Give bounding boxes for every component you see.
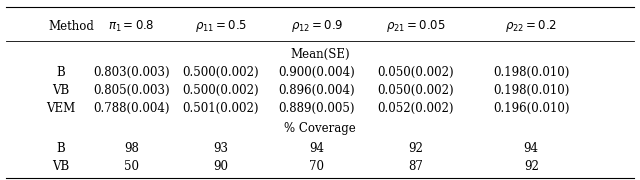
Text: $\rho_{11} = 0.5$: $\rho_{11} = 0.5$ bbox=[195, 18, 247, 34]
Text: 94: 94 bbox=[524, 142, 539, 155]
Text: B: B bbox=[56, 66, 65, 79]
Text: Method: Method bbox=[48, 20, 94, 33]
Text: 0.896(0.004): 0.896(0.004) bbox=[278, 84, 355, 97]
Text: 0.803(0.003): 0.803(0.003) bbox=[93, 66, 170, 79]
Text: $\rho_{21} = 0.05$: $\rho_{21} = 0.05$ bbox=[386, 18, 446, 34]
Text: 90: 90 bbox=[213, 160, 228, 173]
Text: Mean(SE): Mean(SE) bbox=[290, 48, 350, 61]
Text: $\rho_{12} = 0.9$: $\rho_{12} = 0.9$ bbox=[291, 18, 343, 34]
Text: 0.050(0.002): 0.050(0.002) bbox=[378, 84, 454, 97]
Text: $\pi_1 = 0.8$: $\pi_1 = 0.8$ bbox=[108, 19, 154, 34]
Text: 0.900(0.004): 0.900(0.004) bbox=[278, 66, 355, 79]
Text: 0.198(0.010): 0.198(0.010) bbox=[493, 66, 570, 79]
Text: VB: VB bbox=[52, 84, 69, 97]
Text: 94: 94 bbox=[309, 142, 324, 155]
Text: 0.500(0.002): 0.500(0.002) bbox=[182, 84, 259, 97]
Text: 0.050(0.002): 0.050(0.002) bbox=[378, 66, 454, 79]
Text: 93: 93 bbox=[213, 142, 228, 155]
Text: 0.052(0.002): 0.052(0.002) bbox=[378, 102, 454, 115]
Text: 0.501(0.002): 0.501(0.002) bbox=[182, 102, 259, 115]
Text: VB: VB bbox=[52, 160, 69, 173]
Text: % Coverage: % Coverage bbox=[284, 122, 356, 135]
Text: 0.788(0.004): 0.788(0.004) bbox=[93, 102, 170, 115]
Text: 98: 98 bbox=[124, 142, 139, 155]
Text: 0.196(0.010): 0.196(0.010) bbox=[493, 102, 570, 115]
Text: 0.805(0.003): 0.805(0.003) bbox=[93, 84, 170, 97]
Text: 50: 50 bbox=[124, 160, 139, 173]
Text: VEM: VEM bbox=[46, 102, 76, 115]
Text: 0.198(0.010): 0.198(0.010) bbox=[493, 84, 570, 97]
Text: 92: 92 bbox=[524, 160, 539, 173]
Text: $\rho_{22} = 0.2$: $\rho_{22} = 0.2$ bbox=[506, 18, 557, 34]
Text: 0.889(0.005): 0.889(0.005) bbox=[278, 102, 355, 115]
Text: B: B bbox=[56, 142, 65, 155]
Text: 87: 87 bbox=[408, 160, 424, 173]
Text: 92: 92 bbox=[408, 142, 424, 155]
Text: 0.500(0.002): 0.500(0.002) bbox=[182, 66, 259, 79]
Text: 70: 70 bbox=[309, 160, 324, 173]
